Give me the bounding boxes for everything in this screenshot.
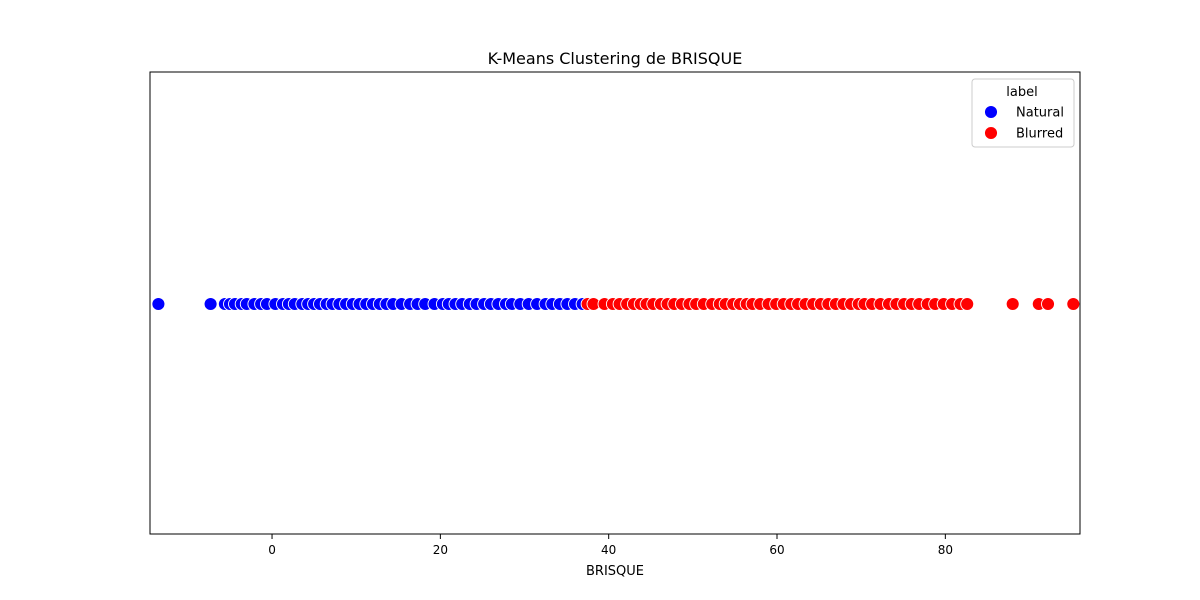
x-tick-label-3: 60 <box>769 543 784 557</box>
legend-marker-natural <box>984 105 998 119</box>
legend: label Natural Blurred <box>971 78 1075 148</box>
legend-entries: Natural Blurred <box>984 105 1064 142</box>
legend-label-natural: Natural <box>1016 106 1064 121</box>
point-blurred-52 <box>1005 297 1020 311</box>
chart-title: K-Means Clustering de BRISQUE <box>488 49 743 68</box>
x-axis-ticks: 0 20 40 60 80 <box>268 534 953 557</box>
x-tick-label-4: 80 <box>938 543 953 557</box>
point-blurred-54 <box>1041 297 1055 311</box>
plot-area-frame <box>149 71 1081 535</box>
legend-marker-blurred <box>984 126 998 140</box>
x-axis-label: BRISQUE <box>586 564 644 579</box>
point-blurred-51 <box>960 297 975 311</box>
legend-label-blurred: Blurred <box>1016 127 1063 142</box>
points-layer <box>151 297 1081 311</box>
point-natural-0 <box>151 297 166 311</box>
legend-box <box>971 78 1075 148</box>
x-tick-label-0: 0 <box>268 543 276 557</box>
x-tick-label-1: 20 <box>433 543 448 557</box>
x-tick-label-2: 40 <box>601 543 616 557</box>
legend-title: label <box>1006 85 1037 100</box>
point-natural-1 <box>203 297 218 311</box>
point-blurred-55 <box>1066 297 1081 311</box>
